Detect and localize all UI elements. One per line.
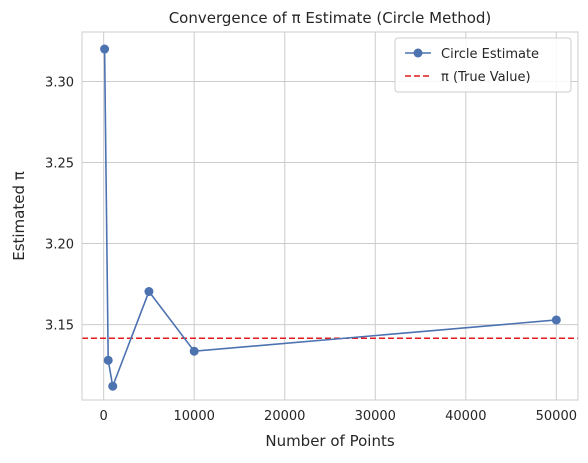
x-tick-label: 10000 [174, 409, 215, 424]
legend-label-circle-estimate: Circle Estimate [441, 47, 539, 62]
x-tick-label: 20000 [264, 409, 305, 424]
data-point [551, 315, 561, 325]
y-tick-label: 3.25 [45, 157, 74, 172]
y-axis-label: Estimated π [10, 171, 28, 261]
y-tick-label: 3.30 [45, 75, 74, 90]
y-tick-label: 3.20 [45, 238, 74, 253]
x-tick-label: 40000 [445, 409, 486, 424]
data-point [189, 346, 199, 356]
x-tick-label: 50000 [536, 409, 577, 424]
data-point [108, 381, 118, 391]
x-tick-label: 30000 [355, 409, 396, 424]
x-tick-labels: 0 10000 20000 30000 40000 50000 [100, 409, 577, 424]
legend-box [394, 37, 572, 93]
series-layer [100, 44, 561, 391]
x-tick-label: 0 [100, 409, 108, 424]
legend-label-true-value: π (True Value) [441, 70, 531, 85]
legend: Circle Estimate π (True Value) [394, 37, 572, 93]
chart-title: Convergence of π Estimate (Circle Method… [169, 9, 492, 27]
y-tick-label: 3.15 [45, 319, 74, 334]
y-tick-labels: 3.15 3.20 3.25 3.30 [45, 75, 74, 333]
data-point [100, 44, 110, 54]
x-axis-label: Number of Points [265, 432, 394, 450]
series-line [103, 49, 557, 390]
data-point [103, 355, 113, 365]
legend-series-marker [413, 48, 423, 58]
data-point [144, 287, 154, 297]
plot-frame [81, 31, 579, 401]
